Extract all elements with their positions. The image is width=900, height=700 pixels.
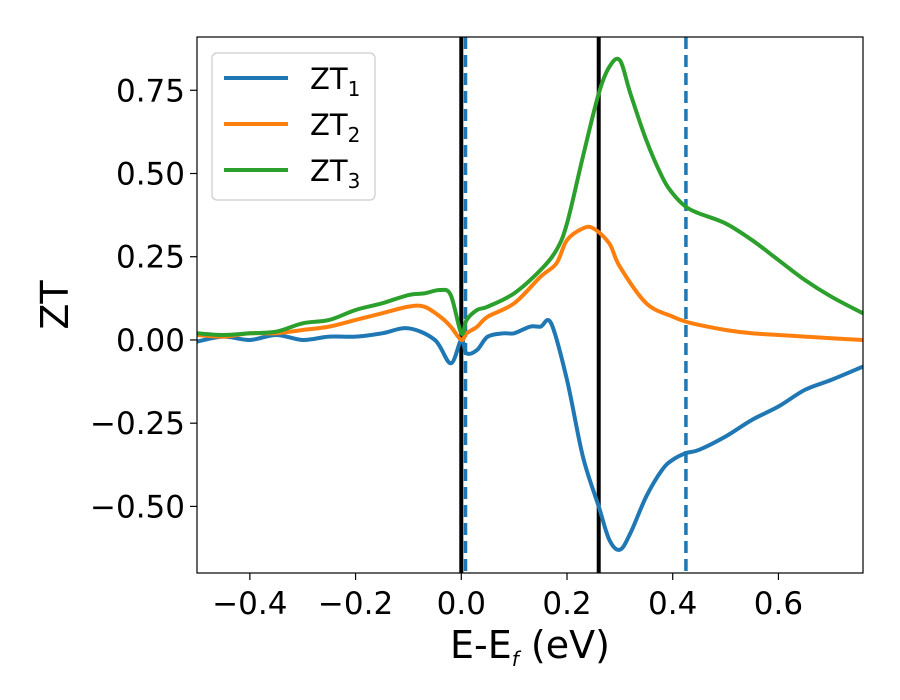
x-axis: −0.4 −0.2 0.0 0.2 0.4 0.6 <box>212 573 803 622</box>
x-tick-label: −0.4 <box>212 586 287 622</box>
y-tick-label: 0.75 <box>116 73 185 109</box>
y-tick-label: −0.25 <box>90 406 185 442</box>
y-tick-label: 0.25 <box>116 240 185 276</box>
y-tick-label: −0.50 <box>90 489 185 525</box>
x-axis-label: E-Ef (eV) <box>450 623 610 671</box>
y-axis: −0.50 −0.25 0.00 0.25 0.50 0.75 <box>90 73 197 525</box>
legend: ZT1 ZT2 ZT3 <box>211 52 376 201</box>
x-tick-label: −0.2 <box>318 586 393 622</box>
x-tick-label: 0.2 <box>542 586 591 622</box>
series-line-3 <box>197 56 863 337</box>
legend-label-1: ZT1 <box>310 62 360 101</box>
series-lines <box>197 56 863 552</box>
x-tick-label: 0.4 <box>648 586 697 622</box>
series-line-1 <box>197 318 863 552</box>
y-axis-label: ZT <box>33 280 77 330</box>
y-tick-label: 0.00 <box>116 323 185 359</box>
legend-box <box>211 52 376 201</box>
y-tick-label: 0.50 <box>116 156 185 192</box>
series-line-2 <box>197 224 863 343</box>
plot-frame <box>196 36 864 574</box>
x-tick-label: 0.6 <box>754 586 803 622</box>
x-tick-label: 0.0 <box>437 586 486 622</box>
legend-label-3: ZT3 <box>310 154 360 193</box>
legend-label-2: ZT2 <box>310 108 360 147</box>
reference-lines <box>459 37 688 573</box>
